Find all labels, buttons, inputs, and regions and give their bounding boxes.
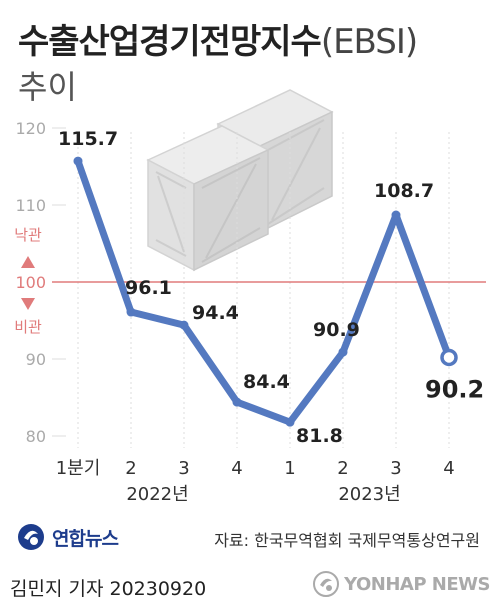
ytick-label: 80 (26, 427, 46, 446)
data-label: 115.7 (58, 128, 118, 150)
ytick-label: 110 (15, 196, 46, 215)
data-point (126, 307, 136, 317)
data-point (179, 320, 189, 330)
xtick-label: 3 (390, 458, 401, 479)
down-triangle-icon (21, 298, 35, 310)
xtick-label: 2 (337, 458, 348, 479)
xtick-label: 3 (178, 458, 189, 479)
y-axis: 80 90 100 110 120 (15, 119, 66, 446)
chart-subtitle: 추이 (18, 68, 77, 106)
data-point (232, 397, 242, 407)
ytick-label: 120 (15, 119, 46, 138)
footer-bar (0, 562, 500, 610)
xtick-label: 1분기 (56, 458, 101, 479)
series-line (74, 157, 453, 426)
data-label: 90.9 (313, 319, 360, 341)
xtick-label: 1 (284, 458, 295, 479)
up-triangle-icon (21, 256, 35, 268)
yonhap-watermark-icon (313, 571, 340, 597)
data-label: 108.7 (374, 180, 434, 202)
good-label: 낙관 (14, 226, 42, 244)
data-point (338, 347, 348, 357)
byline: 김민지 기자 20230920 (10, 578, 207, 600)
xtick-label: 4 (443, 458, 454, 479)
data-point (391, 210, 401, 220)
bad-label: 비관 (14, 318, 42, 336)
yonhap-logo-icon (18, 524, 44, 550)
crate-icon (146, 89, 334, 272)
data-points (73, 156, 458, 427)
ytick-label: 90 (26, 350, 46, 369)
year-label: 2022년 (126, 484, 188, 505)
data-label: 90.2 (425, 375, 484, 403)
data-label: 84.4 (243, 371, 290, 393)
logo-text: 연합뉴스 (52, 527, 119, 550)
xtick-label: 2 (125, 458, 136, 479)
publisher-logo: 연합뉴스 (16, 520, 119, 554)
series-polyline (74, 157, 453, 426)
x-axis: 1분기 2 3 4 1 2 3 4 2022년 2023년 (56, 458, 455, 505)
ytick-label: 100 (15, 273, 46, 292)
reference-annotation: 낙관 비관 (14, 226, 42, 336)
data-point (73, 156, 83, 166)
data-point-latest (440, 348, 458, 367)
title-paren: (EBSI) (320, 22, 418, 62)
chart-title: 수출산업경기전망지수(EBSI) (18, 14, 418, 63)
data-label: 96.1 (125, 277, 172, 299)
watermark: YONHAP NEWS (312, 568, 490, 600)
data-point (285, 417, 295, 427)
watermark-text: YONHAP NEWS (344, 573, 490, 595)
source-note: 자료: 한국무역협회 국제무역통상연구원 (214, 531, 480, 550)
data-label: 94.4 (192, 302, 239, 324)
xtick-label: 4 (231, 458, 242, 479)
title-main: 수출산업경기전망지수 (18, 22, 322, 62)
data-label: 81.8 (296, 425, 343, 447)
data-labels: 115.7 96.1 94.4 84.4 81.8 90.9 108.7 90.2 (58, 128, 484, 447)
year-label: 2023년 (338, 484, 400, 505)
